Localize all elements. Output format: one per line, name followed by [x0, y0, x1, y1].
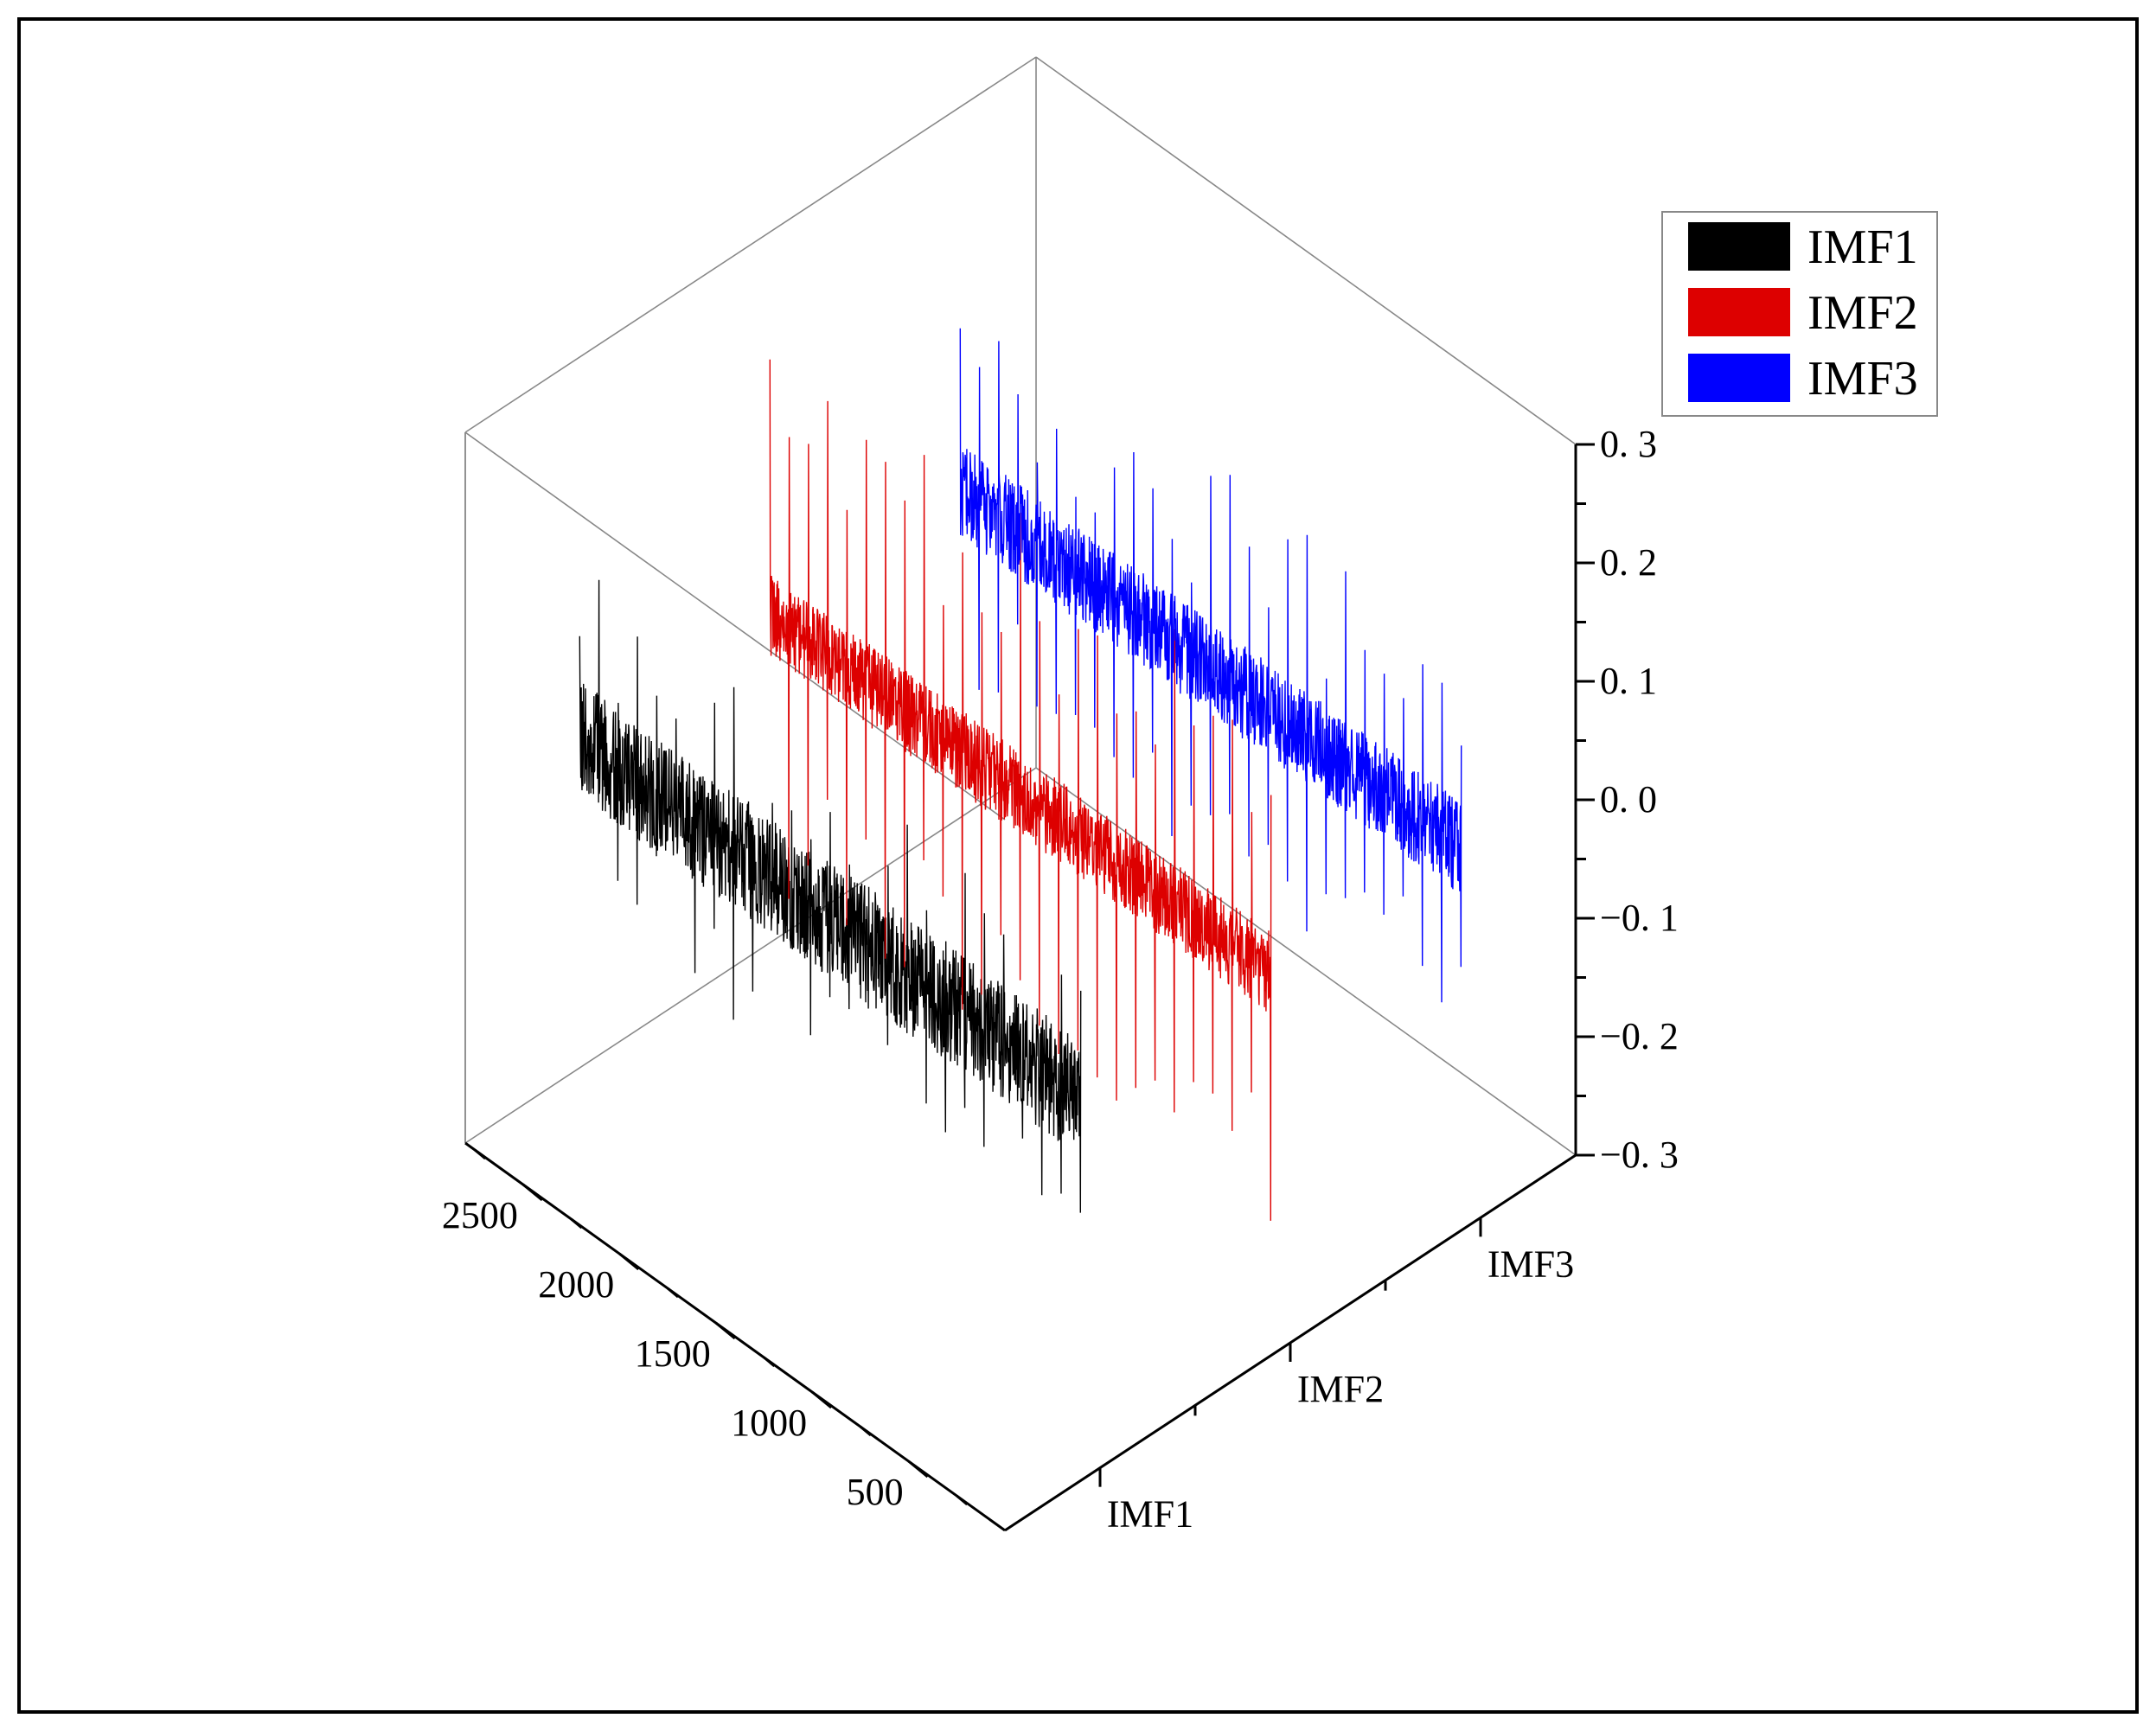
legend-label-imf1: IMF1 — [1807, 220, 1918, 274]
legend-label-imf2: IMF2 — [1807, 286, 1918, 340]
x-minor-tick — [474, 1148, 487, 1160]
category-tick-label: IMF3 — [1487, 1242, 1574, 1285]
x-minor-tick — [956, 1494, 969, 1506]
box-back-edges — [464, 56, 1577, 1156]
z-tick-label: 0. 1 — [1600, 660, 1657, 702]
category-tick-label: IMF1 — [1107, 1493, 1193, 1536]
x-tick-label: 1500 — [635, 1332, 711, 1375]
box-edge-4 — [464, 767, 1037, 1144]
box-edge-2 — [1035, 56, 1577, 445]
x-tick-mark — [714, 1321, 736, 1340]
legend-label-imf3: IMF3 — [1807, 352, 1918, 406]
series-line-imf1 — [579, 579, 1082, 1213]
x-tick-label: 2500 — [442, 1194, 518, 1236]
x-tick-label: 2000 — [538, 1263, 614, 1306]
z-tick-label: 0. 2 — [1600, 541, 1657, 584]
z-tick-label: −0. 3 — [1600, 1134, 1679, 1176]
x-minor-tick — [667, 1287, 679, 1299]
x-minor-tick — [570, 1217, 583, 1230]
box-edge-1 — [464, 56, 1037, 433]
series-layer — [579, 328, 1462, 1221]
ticks-layer: 500 1000 1500 2000 2500 IMF1 IMF2 IMF3 0. 3 0. 2 0… — [442, 423, 1679, 1536]
x-tick-mark — [521, 1183, 543, 1202]
z-tick-label: 0. 3 — [1600, 423, 1657, 465]
legend-swatch-imf2 — [1688, 288, 1790, 336]
x-tick-mark — [618, 1252, 640, 1271]
x-minor-tick — [859, 1425, 872, 1437]
legend-swatch-imf1 — [1688, 222, 1790, 271]
legend-swatch-imf3 — [1688, 354, 1790, 402]
z-tick-label: −0. 2 — [1600, 1015, 1679, 1057]
x-tick-mark — [907, 1460, 929, 1479]
x-tick-mark — [811, 1390, 833, 1409]
x-tick-label: 1000 — [731, 1402, 807, 1444]
category-tick-label: IMF2 — [1297, 1368, 1384, 1410]
z-tick-label: 0. 0 — [1600, 778, 1657, 821]
z-tick-label: −0. 1 — [1600, 897, 1679, 939]
x-tick-label: 500 — [847, 1471, 904, 1513]
x-minor-tick — [763, 1356, 776, 1368]
box-edge-6 — [464, 431, 1006, 821]
legend: IMF1 IMF2 IMF3 — [1661, 211, 1938, 417]
series-line-imf3 — [959, 328, 1462, 1003]
